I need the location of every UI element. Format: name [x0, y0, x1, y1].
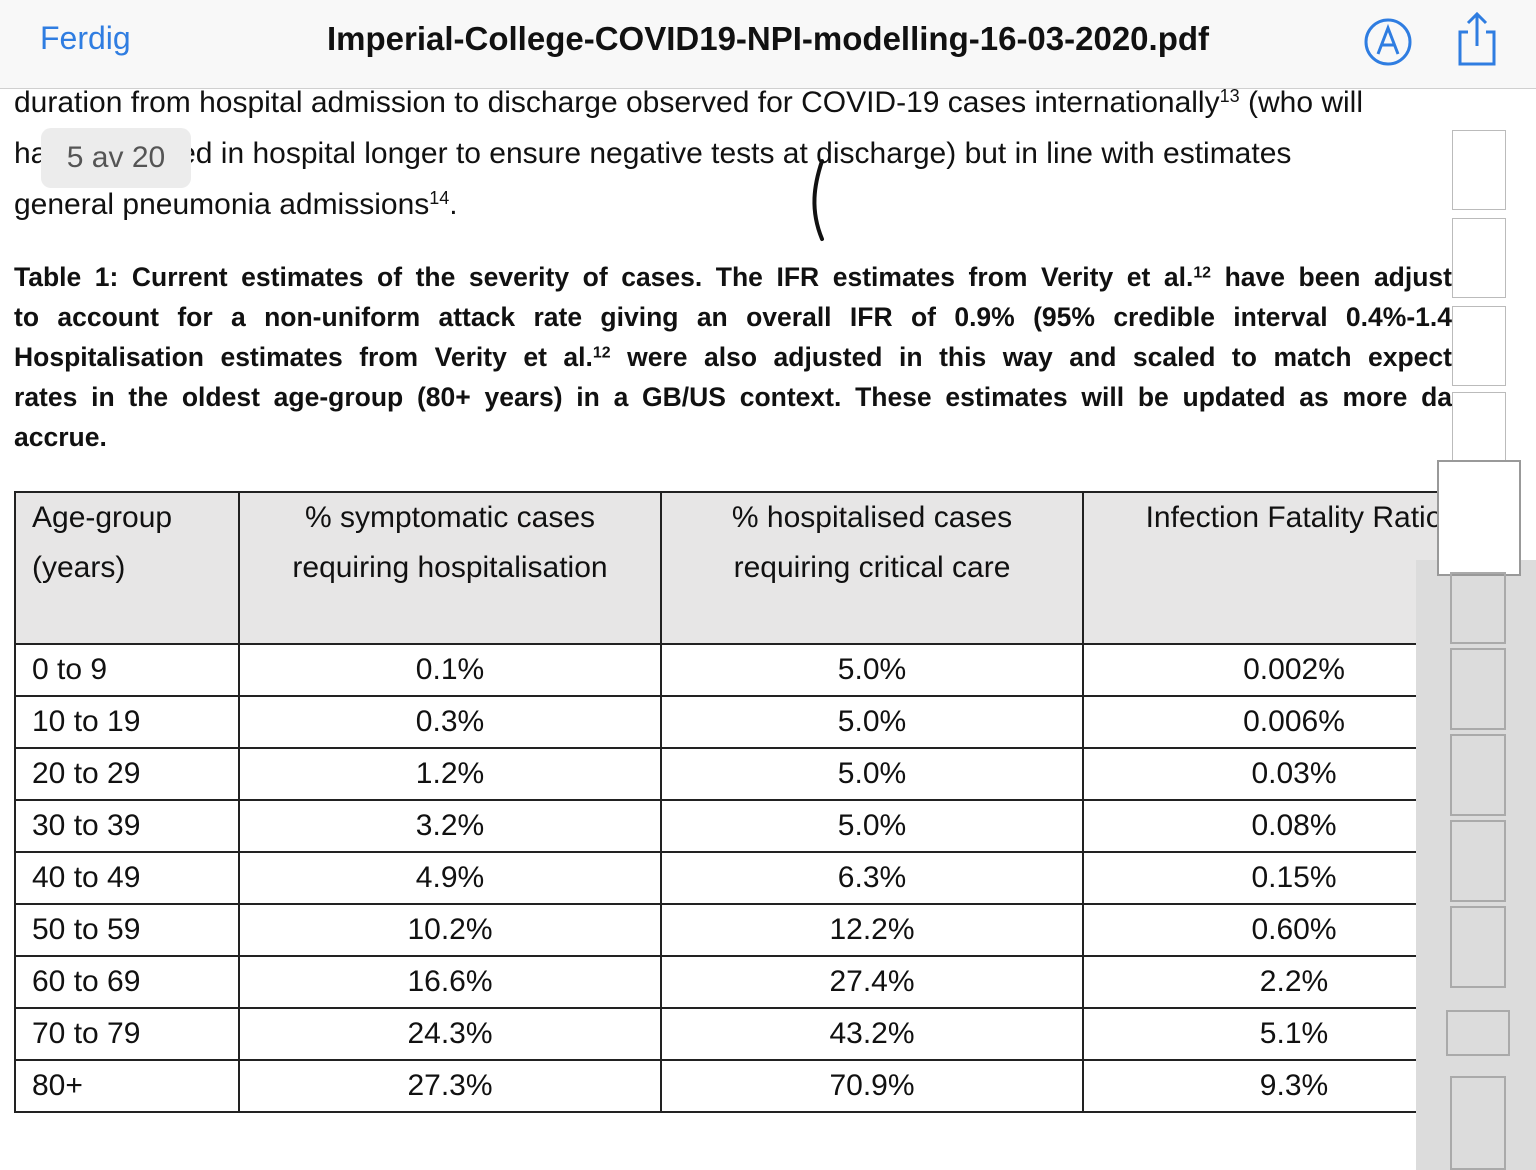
page-indicator: 5 av 20 [41, 128, 191, 188]
text-run: accrue. [14, 422, 107, 452]
header-line: requiring hospitalisation [292, 551, 608, 584]
table-cell: 80+ [14, 1059, 240, 1113]
page-thumbnail[interactable] [1450, 734, 1506, 816]
page-thumbnail[interactable] [1450, 820, 1506, 902]
table-cell: 12.2% [660, 903, 1084, 957]
done-button[interactable]: Ferdig [40, 20, 131, 56]
table-cell: 0.1% [238, 643, 662, 697]
text-run: have remained in hospital longer to ensu… [14, 137, 1292, 170]
table-cell: 27.3% [238, 1059, 662, 1113]
text-run: Table 1: Current estimates of the severi… [14, 262, 1194, 292]
thumbnail-sidebar [1416, 560, 1536, 1170]
page-thumbnail[interactable] [1450, 648, 1506, 730]
table-cell: 0.3% [238, 695, 662, 749]
superscript: 14 [429, 188, 450, 209]
superscript: 12 [1193, 264, 1212, 282]
header-line: % hospitalised cases [731, 501, 1013, 534]
table-cell: 16.6% [238, 955, 662, 1009]
table-cell: 20 to 29 [14, 747, 240, 801]
table-cell: 60 to 69 [14, 955, 240, 1009]
table-cell: 5.0% [660, 747, 1084, 801]
table-cell: 50 to 59 [14, 903, 240, 957]
table-cell: 40 to 49 [14, 851, 240, 905]
table-row: 70 to 79 24.3% 43.2% 5.1% [14, 1007, 1506, 1061]
table-cell: 70 to 79 [14, 1007, 240, 1061]
file-name: Imperial-College-COVID19-NPI-modelling-1… [326, 20, 1210, 57]
text-run: (who will [1239, 86, 1363, 119]
share-icon[interactable] [1452, 10, 1502, 70]
paragraph-line: have remained in hospital longer to ensu… [14, 137, 1504, 171]
paragraph-line: general pneumonia admissions14. [14, 188, 1504, 222]
caption-line: Table 1: Current estimates of the severi… [14, 262, 1452, 293]
page-thumbnail[interactable] [1452, 392, 1506, 464]
table-cell: 5.0% [660, 695, 1084, 749]
page-thumbnail[interactable] [1452, 130, 1506, 210]
header-line: % symptomatic cases [304, 501, 596, 534]
table-row: 50 to 59 10.2% 12.2% 0.60% [14, 903, 1506, 957]
table-cell: 5.0% [660, 799, 1084, 853]
table-cell: 4.9% [238, 851, 662, 905]
text-run: to account for a non-uniform attack rate… [14, 302, 1452, 332]
text-run: have been adjust [1211, 262, 1452, 292]
text-run: rates in the oldest age-group (80+ years… [14, 382, 1452, 412]
toolbar: Ferdig Imperial-College-COVID19-NPI-mode… [0, 0, 1536, 89]
table-row: 40 to 49 4.9% 6.3% 0.15% [14, 851, 1506, 905]
text-run: duration from hospital admission to disc… [14, 86, 1220, 119]
severity-table: Age-group (years) % symptomatic cases requi… [14, 491, 1506, 1113]
ink-stroke [812, 159, 824, 241]
text-run: . [449, 188, 458, 221]
header-cell: % hospitalised cases requiring critical c… [660, 491, 1084, 645]
table-cell: 70.9% [660, 1059, 1084, 1113]
table-row: 60 to 69 16.6% 27.4% 2.2% [14, 955, 1506, 1009]
table-row: 80+ 27.3% 70.9% 9.3% [14, 1059, 1506, 1113]
text-run: Hospitalisation estimates from Verity et… [14, 342, 593, 372]
caption-line: to account for a non-uniform attack rate… [14, 302, 1452, 333]
header-line: Infection Fatality Ratio [1145, 501, 1443, 534]
table-cell: 3.2% [238, 799, 662, 853]
table-cell: 1.2% [238, 747, 662, 801]
header-line: requiring critical care [733, 551, 1011, 584]
page-thumbnail[interactable] [1452, 306, 1506, 386]
page-thumbnail[interactable] [1446, 1010, 1510, 1056]
table-cell: 0 to 9 [14, 643, 240, 697]
table-cell: 27.4% [660, 955, 1084, 1009]
table-cell: 10.2% [238, 903, 662, 957]
table-row: 0 to 9 0.1% 5.0% 0.002% [14, 643, 1506, 697]
header-cell: Age-group (years) [14, 491, 240, 645]
text-run: general pneumonia admissions [14, 188, 430, 221]
table-cell: 10 to 19 [14, 695, 240, 749]
table-cell: 5.0% [660, 643, 1084, 697]
caption-line: rates in the oldest age-group (80+ years… [14, 382, 1452, 413]
table-row: 10 to 19 0.3% 5.0% 0.006% [14, 695, 1506, 749]
caption-line: accrue. [14, 422, 1452, 453]
page-thumbnail[interactable] [1450, 1076, 1506, 1170]
table-cell: 43.2% [660, 1007, 1084, 1061]
table-row: 20 to 29 1.2% 5.0% 0.03% [14, 747, 1506, 801]
current-page-thumbnail[interactable] [1437, 460, 1521, 576]
superscript: 12 [592, 344, 611, 362]
page-thumbnail[interactable] [1450, 572, 1506, 644]
text-run: were also adjusted in this way and scale… [610, 342, 1452, 372]
header-line: (years) [32, 551, 126, 584]
markup-icon[interactable] [1360, 14, 1420, 74]
header-cell: % symptomatic cases requiring hospitalisa… [238, 491, 662, 645]
page-thumbnail[interactable] [1450, 906, 1506, 988]
header-line: Age-group [32, 501, 173, 534]
paragraph-line: duration from hospital admission to disc… [14, 86, 1504, 120]
page-thumbnail[interactable] [1452, 218, 1506, 298]
table-row: 30 to 39 3.2% 5.0% 0.08% [14, 799, 1506, 853]
table-cell: 24.3% [238, 1007, 662, 1061]
superscript: 13 [1219, 86, 1240, 107]
caption-line: Hospitalisation estimates from Verity et… [14, 342, 1452, 373]
table-cell: 6.3% [660, 851, 1084, 905]
table-cell: 30 to 39 [14, 799, 240, 853]
